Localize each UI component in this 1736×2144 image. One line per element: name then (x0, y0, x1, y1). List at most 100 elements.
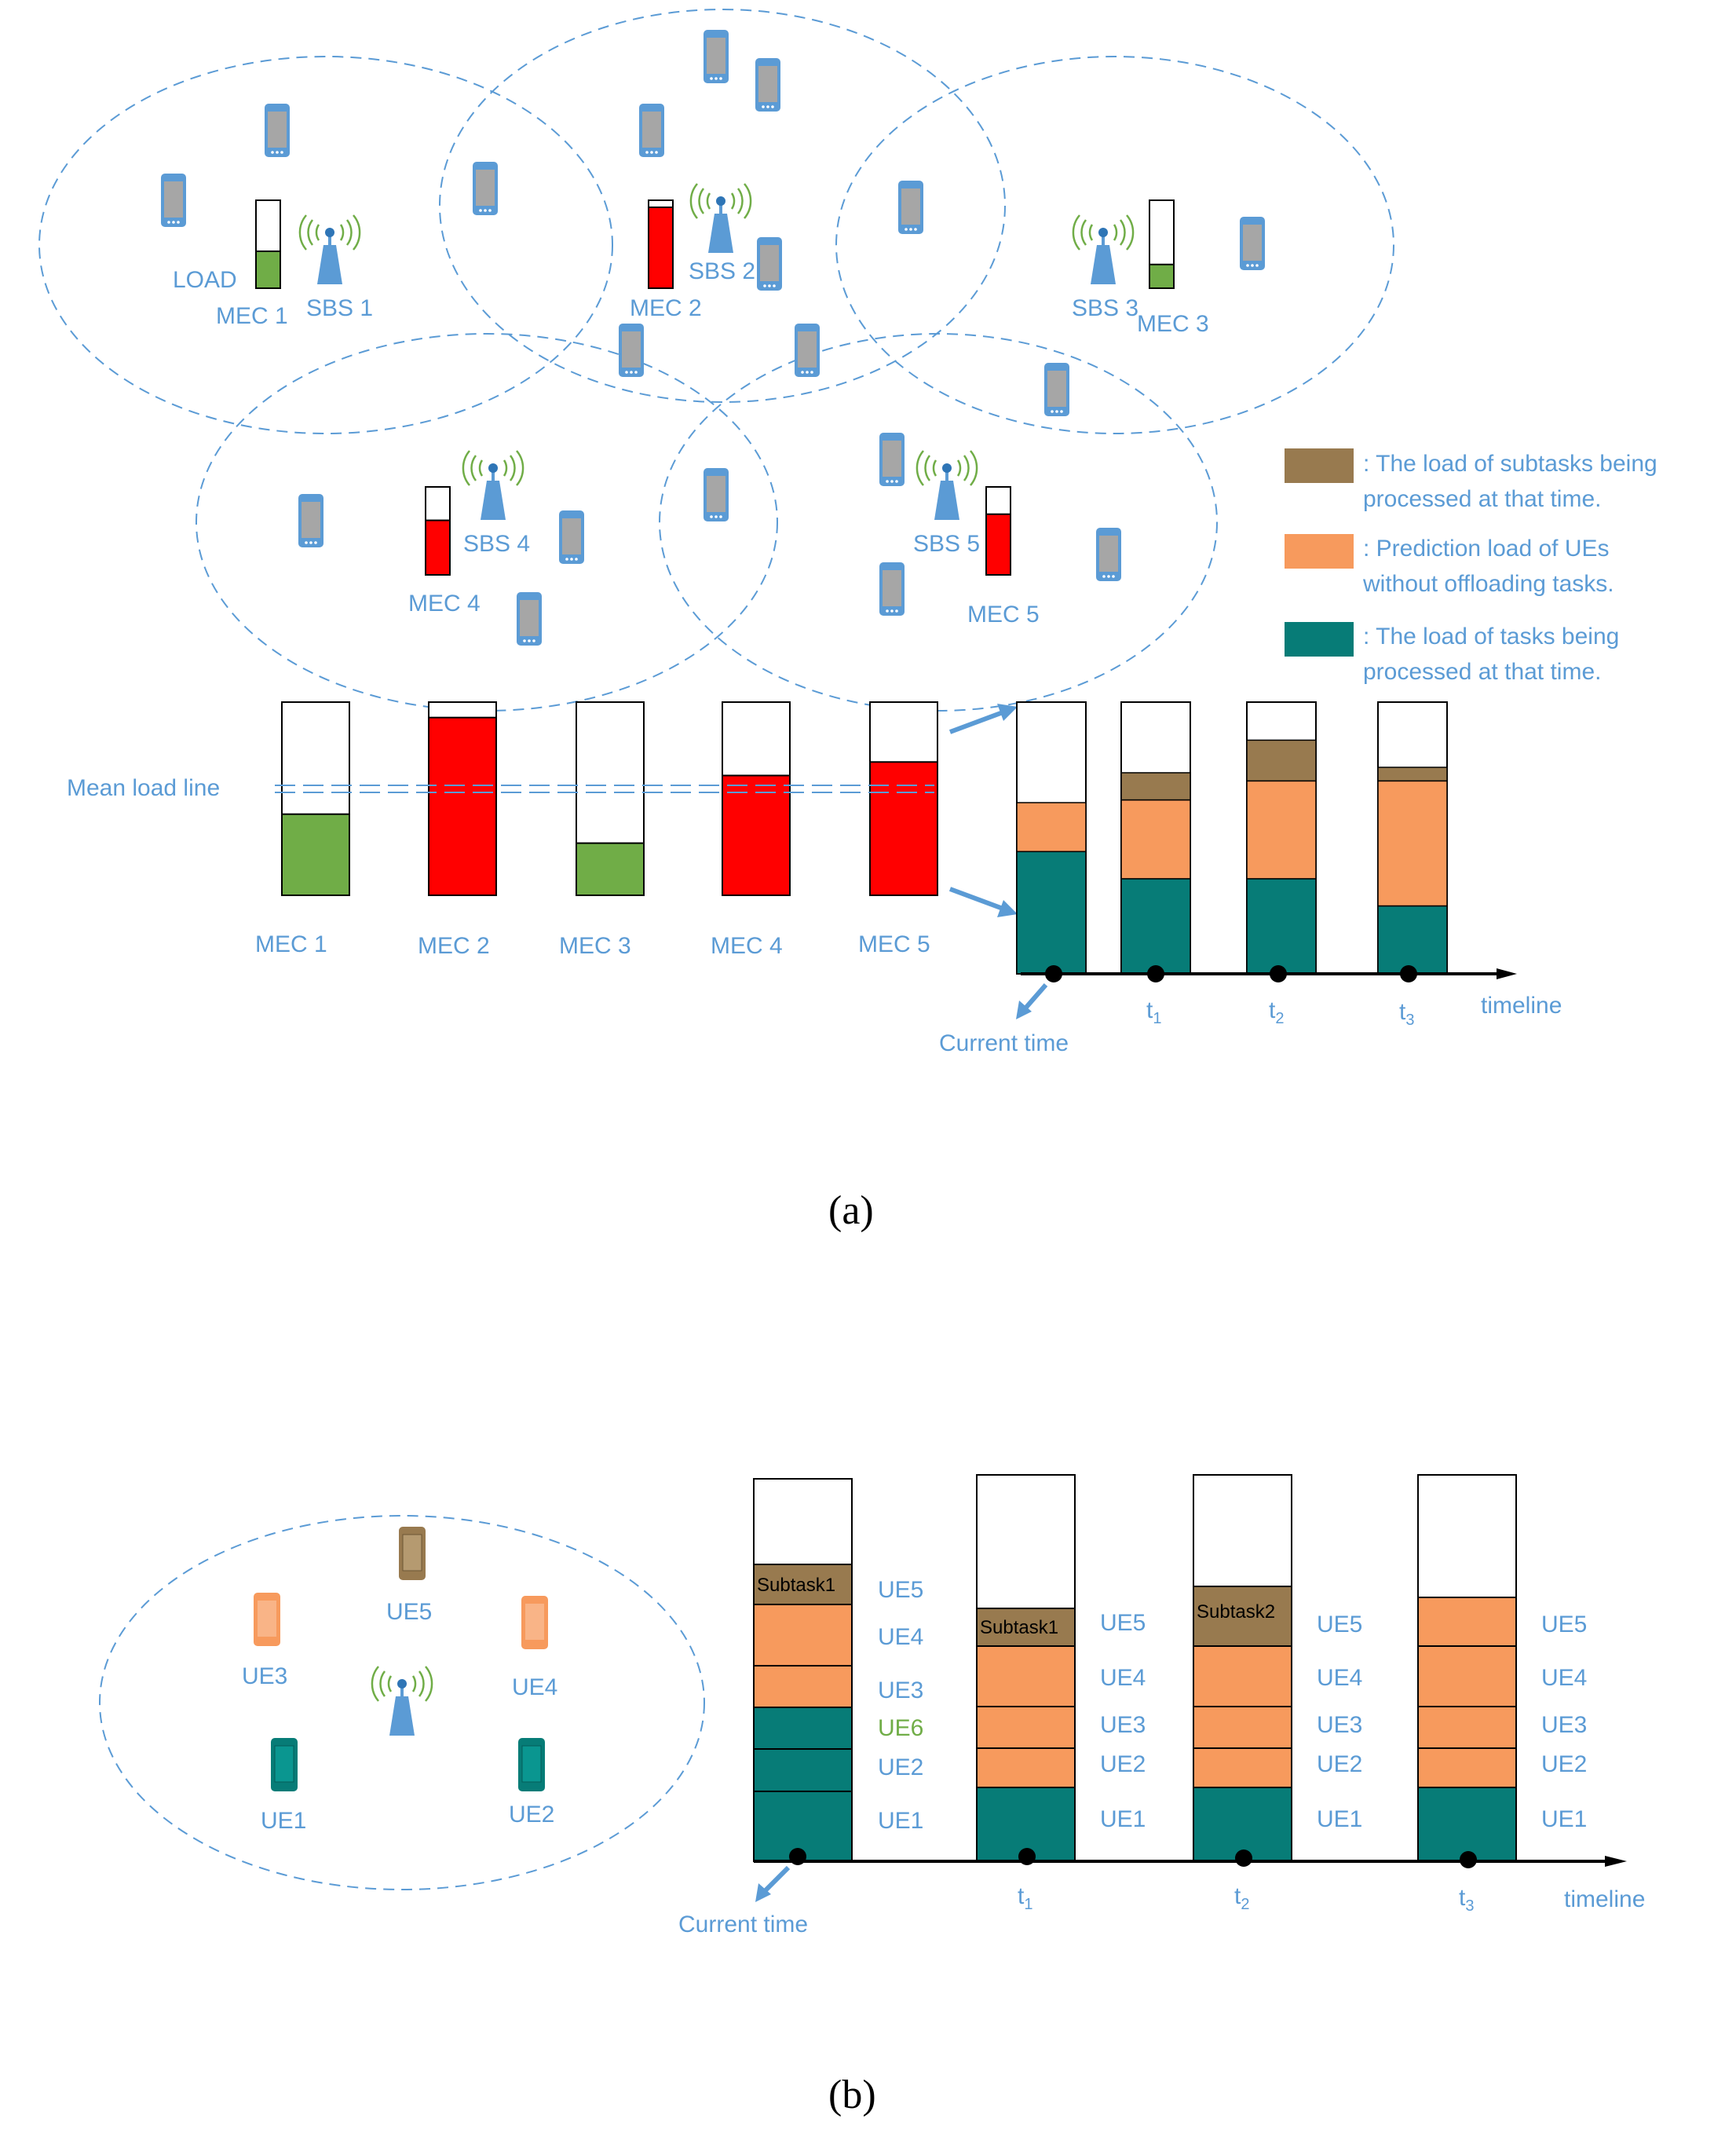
segment-ue1 (1193, 1787, 1292, 1862)
base-station-icon (370, 1665, 434, 1737)
zoom-arrows (948, 704, 1018, 917)
subtask-label: Subtask1 (980, 1617, 1058, 1638)
mec-2-bar-label: MEC 2 (418, 933, 490, 959)
timepoint-marker (1045, 965, 1062, 982)
col1-ue3-label: UE3 (1100, 1712, 1146, 1738)
phone-icon (639, 104, 664, 157)
stack-column-1-orange-segment (1120, 799, 1191, 880)
mec-4-bar-label: MEC 4 (711, 933, 783, 959)
segment-ue4 (1193, 1645, 1292, 1707)
stack-column-2-teal-segment (1246, 878, 1317, 975)
sbs-5-label: SBS 5 (913, 531, 980, 557)
segment-ue1 (753, 1791, 853, 1862)
col2-ue4-label: UE4 (1317, 1665, 1362, 1691)
legend: : The load of subtasks being processed a… (1285, 448, 1657, 685)
stack-column-3-brown-segment (1377, 766, 1448, 782)
segment-ue2 (976, 1747, 1076, 1788)
t1-label: t1 (1146, 997, 1161, 1027)
current-time-arrowhead (1016, 1001, 1032, 1019)
col2-ue1-label: UE1 (1317, 1806, 1362, 1832)
col1-ue1-label: UE1 (1100, 1806, 1146, 1832)
current-time-arrow (1021, 983, 1048, 1012)
stacked-load-columns (1016, 701, 1448, 975)
base-station-icon (689, 182, 753, 254)
legend-tasks-line1: : The load of tasks being (1363, 624, 1619, 649)
t2-label: t2 (1234, 1883, 1249, 1913)
stack-column-2-orange-segment (1246, 780, 1317, 880)
col3-ue4-label: UE4 (1541, 1665, 1587, 1691)
current-time-label: Current time (678, 1912, 808, 1937)
sbs-3-label: SBS 3 (1072, 295, 1138, 321)
legend-swatch-tasks (1285, 622, 1354, 657)
cell-coverage-4 (196, 333, 778, 712)
timepoint-marker (789, 1848, 806, 1865)
cell-coverage-5 (659, 333, 1218, 712)
phone-icon (517, 592, 542, 646)
mec-5-load-bar-fill (869, 761, 938, 897)
segment-ue4 (753, 1604, 853, 1667)
segment-ue3 (1417, 1706, 1517, 1749)
timeline-arrowhead (1605, 1856, 1627, 1867)
mec-4-load-bar-fill (722, 774, 791, 896)
col0-ue5-label: UE5 (878, 1577, 923, 1603)
stack-column-3-orange-segment (1377, 780, 1448, 907)
stack-column-0-orange-segment (1016, 802, 1087, 853)
small-load-bars (255, 199, 1175, 576)
segment-ue4 (976, 1645, 1076, 1707)
mec-4-label: MEC 4 (408, 591, 481, 616)
mec-5-bar-label: MEC 5 (858, 931, 930, 957)
phone-icon (757, 237, 782, 291)
t3-label: t3 (1399, 999, 1414, 1029)
col2-ue3-label: UE3 (1317, 1712, 1362, 1738)
col0-ue6-label: UE6 (878, 1715, 923, 1741)
panel-b-timeline: Subtask1 UE5 UE4 UE3 UE6 UE2 UE1 Subtask… (678, 1474, 1645, 1937)
phone-icon (879, 562, 905, 616)
mec-3-small-load-bar-fill (1149, 263, 1175, 290)
legend-prediction-line2: without offloading tasks. (1362, 571, 1614, 597)
segment-ue6 (753, 1707, 853, 1750)
phone-icon (265, 104, 290, 157)
mec-2-label: MEC 2 (630, 295, 702, 321)
mec-5-small-load-bar-fill (985, 513, 1011, 576)
ue1-phone-icon (271, 1738, 298, 1791)
t2-label: t2 (1269, 997, 1284, 1027)
phone-icon (898, 181, 923, 234)
t1-label: t1 (1018, 1883, 1032, 1913)
phone-icon (298, 494, 323, 547)
col3-ue3-label: UE3 (1541, 1712, 1587, 1738)
col1-ue5-label: UE5 (1100, 1610, 1146, 1636)
stack-column-3-teal-segment (1377, 905, 1448, 975)
ue5-phone-icon (399, 1527, 426, 1580)
legend-tasks-line2: processed at that time. (1363, 659, 1602, 685)
ue1-label: UE1 (261, 1808, 306, 1834)
cell-coverage-b (99, 1515, 705, 1890)
timepoint-marker (1018, 1848, 1036, 1865)
ue4-phone-icon (521, 1596, 548, 1649)
base-station-icon (461, 449, 525, 521)
base-station-icon (298, 214, 362, 286)
col3-ue2-label: UE2 (1541, 1751, 1587, 1777)
legend-subtasks-line2: processed at that time. (1363, 486, 1602, 512)
col0-ue2-label: UE2 (878, 1754, 923, 1780)
sbs-4-label: SBS 4 (463, 531, 530, 557)
mec-1-label: MEC 1 (216, 303, 288, 329)
phone-icon (879, 433, 905, 486)
legend-prediction-line1: : Prediction load of UEs (1363, 536, 1610, 562)
mec-load-chart: Mean load line MEC 1 MEC 2 MEC 3 MEC 4 M… (67, 701, 1018, 959)
phone-icon (619, 324, 644, 377)
segment-subtask2 (1193, 1586, 1292, 1647)
cell-coverage-3 (835, 56, 1394, 434)
ue3-label: UE3 (242, 1663, 287, 1689)
col3-ue5-label: UE5 (1541, 1612, 1587, 1637)
segment-ue1 (1417, 1787, 1517, 1862)
segment-ue2 (753, 1748, 853, 1792)
current-time-arrowhead (755, 1883, 771, 1902)
caption-a: (a) (828, 1188, 874, 1233)
legend-subtasks-line1: : The load of subtasks being (1363, 451, 1657, 477)
ue5-label: UE5 (386, 1599, 432, 1625)
mean-load-line-label: Mean load line (67, 775, 220, 801)
mec-5-label: MEC 5 (967, 602, 1040, 627)
segment-ue3 (1193, 1706, 1292, 1749)
segment-ue5 (1417, 1597, 1517, 1647)
timeline-label: timeline (1481, 993, 1562, 1019)
